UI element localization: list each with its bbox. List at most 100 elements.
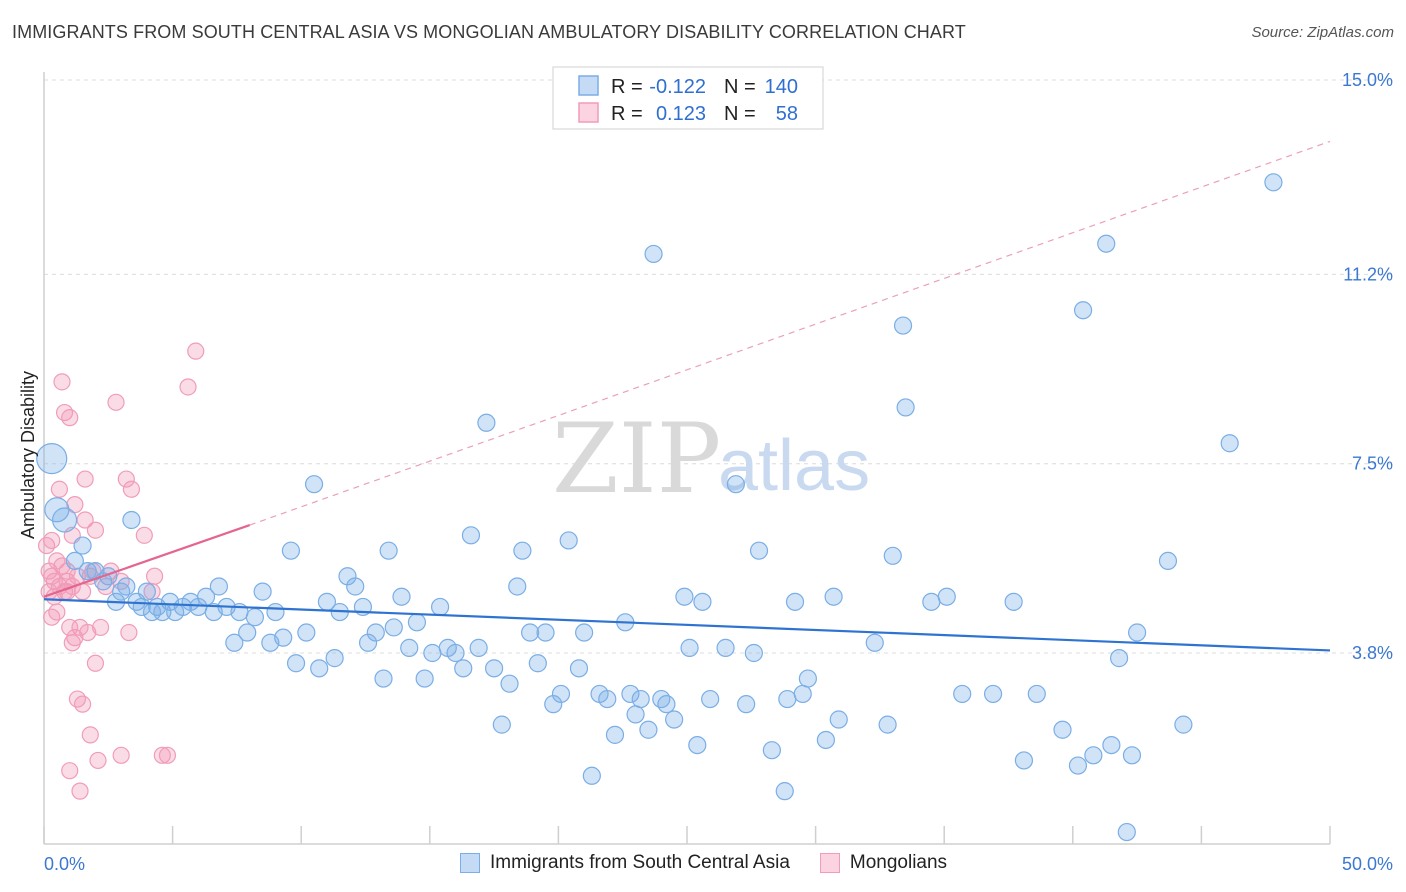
top-legend: R = -0.122 N = 140 R = 0.123 N = 58 [552,66,824,130]
south-central-asia-point [1220,434,1239,453]
south-central-asia-point [1174,715,1193,734]
south-central-asia-point [922,592,941,611]
south-central-asia-point [1122,746,1142,765]
mongolians-point [66,496,84,514]
legend-label-south-central-asia: Immigrants from South Central Asia [490,852,790,873]
mongolians-point [179,378,197,396]
mongolians-point [73,695,92,713]
south-central-asia-point [274,628,293,647]
mongolians-point [122,480,141,498]
south-central-asia-point [575,623,594,642]
south-central-asia-point [513,541,532,560]
mongolians-point [61,409,79,427]
legend-swatch-blue [578,75,599,96]
trend-lines [43,140,1331,652]
trend-line-mongolians-extended [249,140,1331,526]
south-central-asia-point [245,608,265,627]
legend-n-label-blue: N = [724,76,756,98]
south-central-asia-point [346,577,365,596]
trend-line-mongolians [43,524,251,598]
legend-label-mongolians: Mongolians [849,852,948,873]
south-central-asia-point [379,541,398,560]
south-central-asia-point [778,689,797,709]
south-central-asia-point [536,623,555,642]
mongolians-point [89,751,107,770]
south-central-asia-point [423,643,442,663]
legend-n-value-blue: 140 [765,76,798,98]
south-central-asia-point [415,669,434,688]
south-central-asia-point [582,766,601,785]
south-central-asia-point [430,597,450,617]
south-central-asia-point [626,705,645,724]
y-tick-label: 7.5% [1352,454,1393,474]
y-tick-label: 3.8% [1352,643,1393,663]
south-central-asia-point [325,649,344,668]
mongolians-point [158,746,177,764]
south-central-asia-point [701,689,720,709]
mongolians-point [86,521,105,539]
south-central-asia-point [665,710,684,729]
south-central-asia-point [508,577,527,596]
south-central-asia-point [400,638,419,657]
south-central-asia-point [983,684,1003,704]
south-central-asia-point [384,618,403,637]
south-central-asia-point [338,567,357,586]
mongolians-point [135,526,153,544]
y-axis-label: Ambulatory Disability [18,371,38,539]
south-central-asia-point [454,659,473,678]
mongolians-point [61,762,79,780]
south-central-asia-point [358,633,378,652]
south-central-asia-point [798,669,817,688]
south-central-asia-point [1117,822,1136,842]
y-tick-label: 11.2% [1343,264,1393,284]
south-central-asia-point [631,689,650,709]
south-central-asia-point [407,613,427,632]
x-tick-label-min: 0.0% [44,854,85,874]
mongolians-point [50,480,69,498]
south-central-asia-points [36,173,1283,842]
legend-swatch-pink [578,102,599,123]
south-central-asia-point [1073,301,1093,320]
south-central-asia-point [865,633,884,652]
watermark-atlas: atlas [718,426,870,506]
south-central-asia-point [749,541,769,560]
south-central-asia-point [44,497,70,523]
south-central-asia-point [775,782,794,801]
south-central-asia-point [1264,173,1283,192]
mongolians-point [153,746,171,764]
south-central-asia-point [744,643,763,663]
legend-r-value-blue: -0.122 [649,76,706,98]
south-central-asia-point [461,526,481,545]
legend-r-value-pink: 0.123 [656,103,706,125]
south-central-asia-point [1053,720,1072,739]
mongolians-point [112,746,130,764]
south-central-asia-point [598,689,617,709]
south-central-asia-point [51,507,78,533]
south-central-asia-point [1097,234,1116,253]
south-central-asia-point [551,684,571,704]
south-central-asia-point [117,577,136,596]
south-central-asia-point [824,587,843,606]
south-central-asia-point [1109,649,1129,668]
south-central-asia-point [793,684,812,704]
mongolians-point [53,373,71,391]
mongolians-point [71,782,89,800]
south-central-asia-point [209,577,228,596]
bottom-legend: Immigrants from South Central Asia Mongo… [460,852,977,874]
mongolians-point [81,726,99,744]
south-central-asia-point [652,689,671,709]
x-tick-marks [43,826,1331,844]
south-central-asia-point [286,654,306,673]
y-tick-label: 15.0% [1342,70,1393,90]
mongolians-point [43,531,61,550]
south-central-asia-point [366,623,385,642]
south-central-asia-point [953,684,972,704]
south-central-asia-point [65,551,84,571]
south-central-asia-point [1027,684,1046,704]
south-central-asia-point [137,582,156,601]
legend-swatch-south-central-asia [460,853,480,873]
mongolians-point [68,690,87,708]
x-tick-label-max: 50.0% [1342,854,1393,874]
mongolians-points [37,342,205,800]
south-central-asia-point [762,741,781,760]
